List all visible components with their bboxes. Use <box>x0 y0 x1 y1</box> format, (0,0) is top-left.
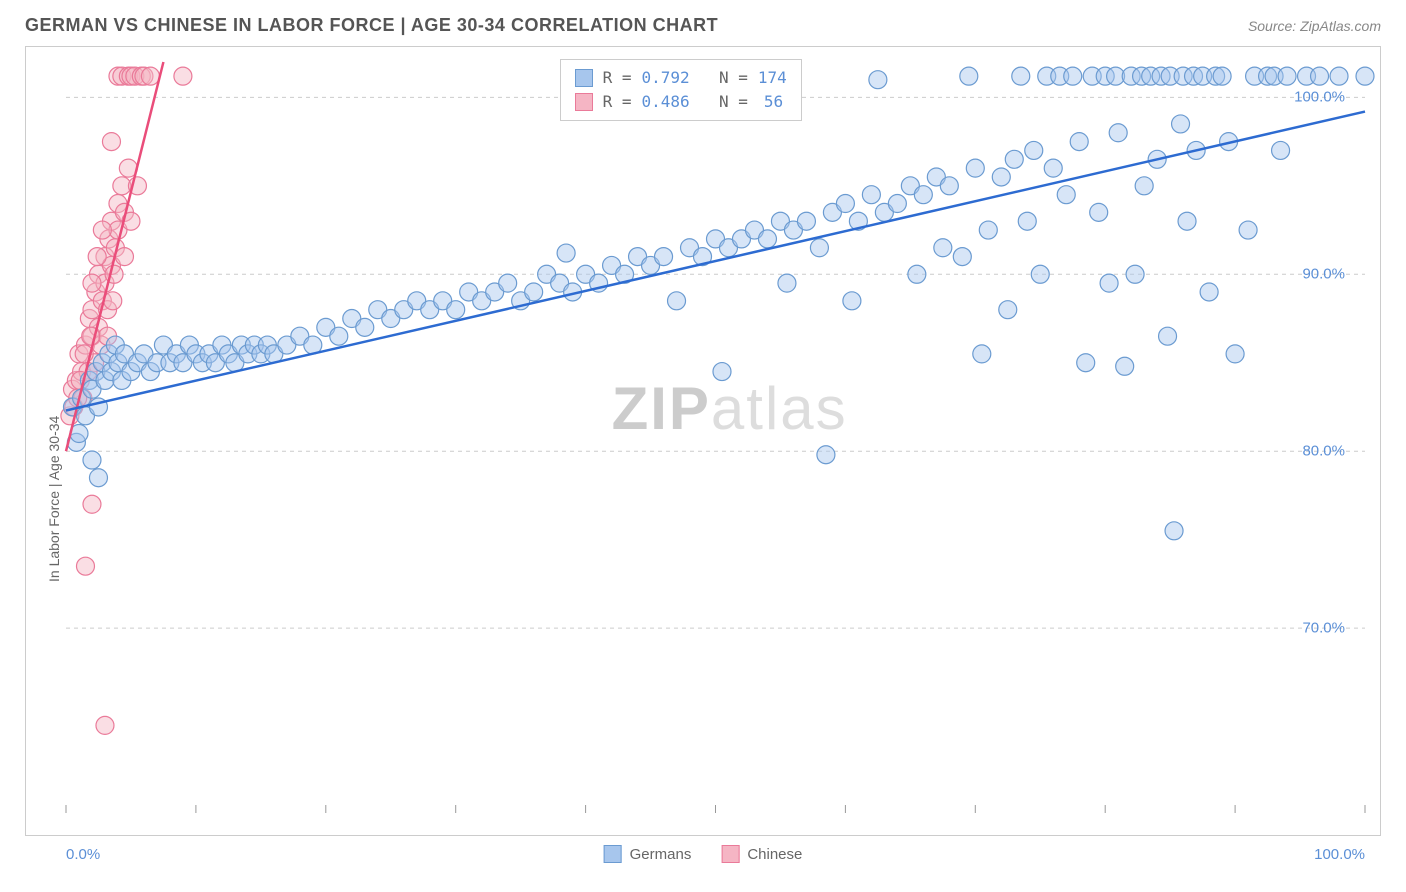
plot-area: ZIPatlas In Labor Force | Age 30-34 R = … <box>66 62 1365 805</box>
legend-swatch-germans <box>604 845 622 863</box>
scatter-svg <box>66 62 1365 805</box>
stats-legend-box: R = 0.792 N = 174 R = 0.486 N = 56 <box>560 59 802 121</box>
x-range-right: 100.0% <box>1314 846 1365 863</box>
chart-container: ZIPatlas In Labor Force | Age 30-34 R = … <box>25 46 1381 836</box>
chart-title: GERMAN VS CHINESE IN LABOR FORCE | AGE 3… <box>25 15 718 36</box>
chart-source: Source: ZipAtlas.com <box>1248 18 1381 34</box>
y-tick-label: 70.0% <box>1302 620 1345 637</box>
y-tick-label: 80.0% <box>1302 443 1345 460</box>
swatch-chinese <box>575 93 593 111</box>
y-axis-label: In Labor Force | Age 30-34 <box>46 416 62 582</box>
x-range-left: 0.0% <box>66 846 100 863</box>
legend-item-germans: Germans <box>604 845 692 863</box>
y-tick-label: 90.0% <box>1302 266 1345 283</box>
legend-item-chinese: Chinese <box>721 845 802 863</box>
stats-row-germans: R = 0.792 N = 174 <box>575 66 787 90</box>
swatch-germans <box>575 69 593 87</box>
bottom-legend: Germans Chinese <box>604 845 803 863</box>
chart-header: GERMAN VS CHINESE IN LABOR FORCE | AGE 3… <box>0 0 1406 46</box>
stats-row-chinese: R = 0.486 N = 56 <box>575 90 787 114</box>
legend-swatch-chinese <box>721 845 739 863</box>
y-tick-label: 100.0% <box>1294 89 1345 106</box>
